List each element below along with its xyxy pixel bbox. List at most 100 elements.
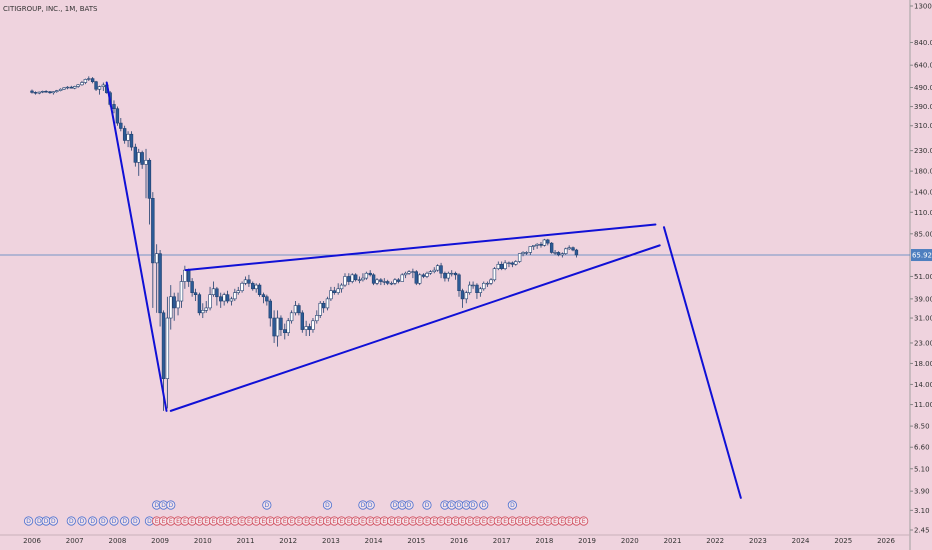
candle bbox=[425, 271, 429, 279]
earnings-marker-label: E bbox=[582, 518, 586, 525]
earnings-marker-label: E bbox=[304, 518, 308, 525]
x-tick-label: 2022 bbox=[706, 537, 724, 545]
x-tick-label: 2008 bbox=[108, 537, 126, 545]
earnings-marker-label: E bbox=[290, 518, 294, 525]
x-tick-label: 2020 bbox=[621, 537, 639, 545]
candle bbox=[208, 286, 212, 311]
earnings-marker-label: E bbox=[446, 518, 450, 525]
candle bbox=[439, 262, 443, 279]
candle-body bbox=[489, 279, 493, 284]
dividend-marker: D bbox=[390, 500, 400, 510]
dividend-marker: D bbox=[322, 500, 333, 510]
y-tick-label: 110.00 bbox=[914, 209, 932, 217]
candle bbox=[432, 267, 436, 274]
candle-body bbox=[571, 247, 575, 251]
candle bbox=[503, 260, 507, 271]
y-tick-label: 230.00 bbox=[914, 147, 932, 155]
candle-body bbox=[151, 198, 155, 264]
candle-body bbox=[119, 122, 123, 129]
candle bbox=[428, 270, 433, 275]
candle-body bbox=[187, 269, 191, 282]
earnings-marker-label: E bbox=[326, 518, 330, 525]
candle-body bbox=[140, 152, 144, 165]
dividend-marker: D bbox=[365, 500, 375, 510]
candle-body bbox=[574, 249, 579, 256]
candle-body bbox=[357, 279, 362, 281]
earnings-marker-label: E bbox=[297, 518, 301, 525]
candle bbox=[236, 286, 240, 295]
candle bbox=[457, 273, 461, 297]
candle-body bbox=[172, 296, 176, 309]
dividend-marker-circle bbox=[262, 500, 272, 510]
candle-body bbox=[315, 315, 319, 322]
dividend-marker-label: D bbox=[133, 518, 138, 525]
candle-body bbox=[321, 302, 326, 309]
x-tick-label: 2021 bbox=[664, 537, 682, 545]
candle bbox=[435, 264, 440, 272]
y-tick-label: 31.00 bbox=[914, 315, 932, 323]
dividend-marker: D bbox=[507, 500, 517, 510]
dividend-marker-circle bbox=[166, 500, 176, 510]
candle-body bbox=[496, 263, 500, 269]
candle bbox=[421, 273, 426, 279]
x-tick-label: 2017 bbox=[493, 537, 511, 545]
candle bbox=[268, 298, 272, 327]
dividend-marker-label: D bbox=[393, 502, 398, 509]
candle-body bbox=[158, 253, 162, 314]
earnings-marker-label: E bbox=[311, 518, 315, 525]
candle bbox=[97, 85, 102, 95]
candle-body bbox=[33, 92, 38, 94]
candle-body bbox=[51, 91, 56, 94]
candle bbox=[187, 268, 191, 287]
earnings-marker-label: E bbox=[396, 518, 400, 525]
candle-body bbox=[478, 288, 483, 293]
dividend-marker-circle bbox=[404, 500, 414, 510]
candle bbox=[119, 118, 123, 132]
candle-body bbox=[283, 329, 287, 334]
earnings-marker-label: E bbox=[347, 518, 351, 525]
dividend-marker-label: D bbox=[325, 502, 330, 509]
dividend-marker-label: D bbox=[407, 502, 412, 509]
candle-body bbox=[65, 86, 70, 89]
candle bbox=[478, 286, 483, 297]
earnings-marker-label: E bbox=[240, 518, 244, 525]
candle-body bbox=[268, 300, 272, 319]
earnings-marker-label: E bbox=[425, 518, 429, 525]
candle-body bbox=[560, 253, 565, 256]
candle-body bbox=[275, 317, 280, 337]
candle-body bbox=[482, 282, 486, 290]
earnings-marker: E bbox=[158, 516, 169, 526]
candle-body bbox=[567, 247, 571, 250]
y-tick-label: 390.00 bbox=[914, 103, 932, 111]
x-tick-label: 2016 bbox=[450, 537, 468, 545]
earnings-marker-label: E bbox=[226, 518, 230, 525]
candle bbox=[55, 89, 59, 93]
earnings-marker-label: E bbox=[496, 518, 500, 525]
candle bbox=[564, 247, 568, 255]
dividend-marker: D bbox=[262, 500, 272, 510]
candle-body bbox=[542, 239, 547, 246]
earnings-marker-label: E bbox=[461, 518, 465, 525]
candle-body bbox=[254, 284, 258, 290]
earnings-marker-label: E bbox=[518, 518, 522, 525]
y-tick-label: 490.00 bbox=[914, 84, 932, 92]
dividend-marker-circle bbox=[322, 500, 333, 510]
candle-body bbox=[475, 284, 479, 293]
candle bbox=[350, 273, 354, 284]
candle bbox=[87, 76, 91, 81]
earnings-marker-circle bbox=[579, 516, 589, 526]
dividend-marker-label: D bbox=[112, 518, 117, 525]
candle bbox=[279, 315, 283, 337]
candle-body bbox=[40, 91, 45, 93]
candle bbox=[460, 288, 465, 308]
candle bbox=[243, 276, 248, 286]
candle-body bbox=[336, 288, 340, 293]
candle bbox=[574, 248, 579, 258]
candle-body bbox=[329, 290, 333, 300]
candle bbox=[315, 310, 319, 324]
dividend-marker-circle bbox=[98, 516, 108, 526]
candle-body bbox=[503, 262, 507, 269]
candle-body bbox=[233, 292, 237, 300]
earnings-marker: E bbox=[265, 516, 275, 526]
